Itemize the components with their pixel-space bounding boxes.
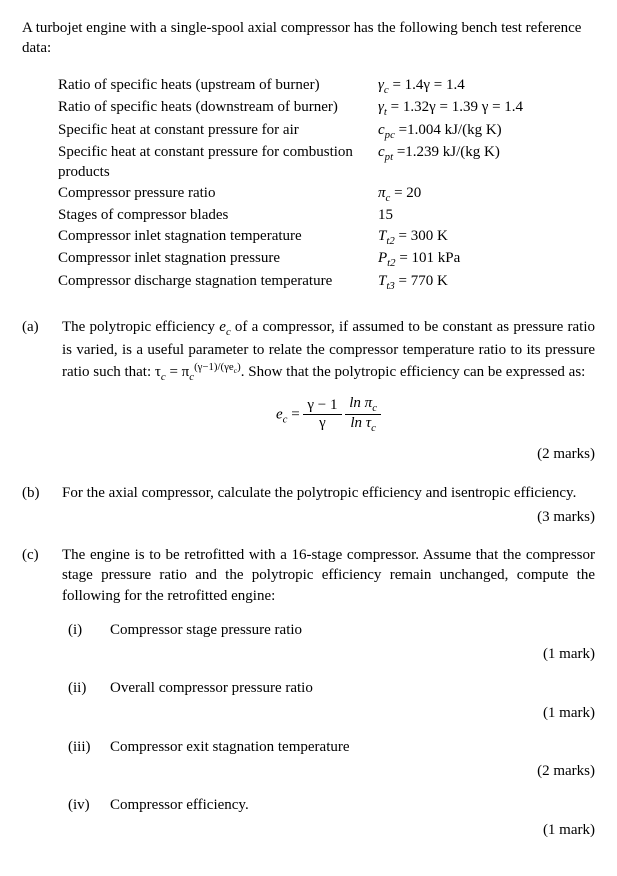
value-pic: πc = 20 <box>378 183 595 206</box>
label-pic: Compressor pressure ratio <box>58 183 378 206</box>
value-stages: 15 <box>378 205 595 225</box>
part-c-iv-marks: (1 mark) <box>110 820 595 840</box>
value-Tt3: Tt3 = 770 K <box>378 271 595 294</box>
part-b-marks: (3 marks) <box>62 507 595 527</box>
part-b-label: (b) <box>22 483 62 528</box>
part-c-text: The engine is to be retrofitted with a 1… <box>62 545 595 606</box>
label-Pt2: Compressor inlet stagnation pressure <box>58 248 378 271</box>
part-c-label: (c) <box>22 545 62 840</box>
part-a-marks: (2 marks) <box>62 444 595 464</box>
label-cpc: Specific heat at constant pressure for a… <box>58 120 378 143</box>
label-stages: Stages of compressor blades <box>58 205 378 225</box>
value-gamma-c: γc = 1.4γ = 1.4 <box>378 75 595 98</box>
part-a-label: (a) <box>22 317 62 464</box>
part-c-ii: (ii) Overall compressor pressure ratio (… <box>62 678 595 723</box>
part-c-ii-label: (ii) <box>68 678 110 723</box>
part-c-iv-text: Compressor efficiency. <box>110 795 595 815</box>
part-c-ii-text: Overall compressor pressure ratio <box>110 678 595 698</box>
part-c-iii-label: (iii) <box>68 737 110 782</box>
part-c-i: (i) Compressor stage pressure ratio (1 m… <box>62 620 595 665</box>
part-c-iv: (iv) Compressor efficiency. (1 mark) <box>62 795 595 840</box>
label-cpt: Specific heat at constant pressure for c… <box>58 142 378 183</box>
label-gamma-c: Ratio of specific heats (upstream of bur… <box>58 75 378 98</box>
value-cpc: cpc =1.004 kJ/(kg K) <box>378 120 595 143</box>
label-Tt3: Compressor discharge stagnation temperat… <box>58 271 378 294</box>
part-c-iii-text: Compressor exit stagnation temperature <box>110 737 595 757</box>
value-Pt2: Pt2 = 101 kPa <box>378 248 595 271</box>
part-b-text: For the axial compressor, calculate the … <box>62 483 595 503</box>
part-c-iv-label: (iv) <box>68 795 110 840</box>
part-c-i-text: Compressor stage pressure ratio <box>110 620 595 640</box>
part-b: (b) For the axial compressor, calculate … <box>22 483 595 528</box>
part-c-iii: (iii) Compressor exit stagnation tempera… <box>62 737 595 782</box>
label-Tt2: Compressor inlet stagnation temperature <box>58 226 378 249</box>
part-a-text: The polytropic efficiency ec of a compre… <box>62 317 595 384</box>
value-gamma-t: γt = 1.32γ = 1.39 γ = 1.4 <box>378 97 595 120</box>
part-a-equation: ec = γ − 1γ ln πcln τc <box>62 395 595 435</box>
part-c-ii-marks: (1 mark) <box>110 703 595 723</box>
part-a: (a) The polytropic efficiency ec of a co… <box>22 317 595 464</box>
reference-data: Ratio of specific heats (upstream of bur… <box>58 75 595 294</box>
value-cpt: cpt =1.239 kJ/(kg K) <box>378 142 595 183</box>
label-gamma-t: Ratio of specific heats (downstream of b… <box>58 97 378 120</box>
part-c-i-label: (i) <box>68 620 110 665</box>
part-c: (c) The engine is to be retrofitted with… <box>22 545 595 840</box>
part-c-i-marks: (1 mark) <box>110 644 595 664</box>
value-Tt2: Tt2 = 300 K <box>378 226 595 249</box>
intro-text: A turbojet engine with a single-spool ax… <box>22 18 595 59</box>
part-c-iii-marks: (2 marks) <box>110 761 595 781</box>
